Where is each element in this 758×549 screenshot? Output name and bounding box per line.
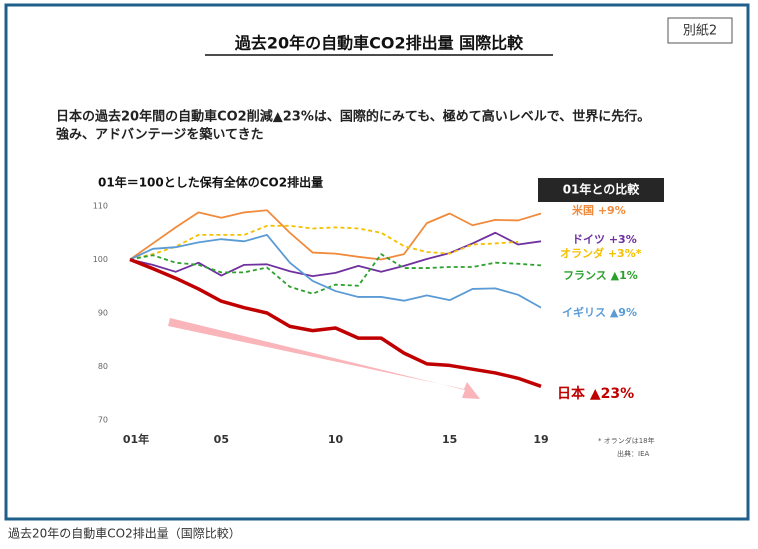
chart-title: 01年＝100とした保有全体のCO2排出量 bbox=[98, 175, 323, 190]
note: * オランダは18年 bbox=[598, 436, 655, 445]
series-label: ドイツ +3% bbox=[572, 233, 637, 246]
series-label: 米国 +9% bbox=[571, 203, 626, 217]
legend-title-box bbox=[538, 178, 664, 202]
caption: 過去20年の自動車CO2排出量（国際比較） bbox=[8, 526, 241, 541]
x-tick-label: 10 bbox=[328, 433, 344, 446]
y-tick-label: 80 bbox=[98, 362, 108, 371]
series-label: オランダ +3%* bbox=[560, 246, 642, 260]
slide-title: 過去20年の自動車CO2排出量 国際比較 bbox=[234, 34, 524, 53]
lead-text: 強み、アドバンテージを築いてきた bbox=[56, 127, 264, 143]
series-line bbox=[129, 209, 542, 261]
slide-frame bbox=[4, 3, 750, 521]
trend-arrow bbox=[168, 318, 480, 399]
x-tick-label: 05 bbox=[214, 433, 229, 446]
series-line bbox=[129, 233, 542, 309]
sheet-label: 別紙2 bbox=[683, 24, 717, 39]
series-label: 日本 ▲23% bbox=[557, 385, 634, 402]
legend-title: 01年との比較 bbox=[563, 182, 641, 197]
series-line bbox=[129, 231, 542, 277]
x-tick-label: 15 bbox=[442, 433, 457, 446]
series-label: フランス ▲1% bbox=[563, 269, 638, 282]
sheet-label-box bbox=[667, 17, 733, 44]
note: 出典：IEA bbox=[617, 449, 649, 458]
y-tick-label: 100 bbox=[93, 255, 108, 264]
x-tick-label: 01年 bbox=[123, 432, 149, 446]
x-tick-label: 19 bbox=[533, 433, 548, 446]
y-tick-label: 110 bbox=[93, 202, 108, 211]
series-line bbox=[129, 253, 542, 295]
y-tick-label: 70 bbox=[98, 416, 108, 425]
series-label: イギリス ▲9% bbox=[562, 305, 637, 319]
y-tick-label: 90 bbox=[98, 309, 108, 318]
series-line bbox=[129, 257, 542, 388]
lead-text: 日本の過去20年間の自動車CO2削減▲23%は、国際的にみても、極めて高いレベル… bbox=[56, 109, 650, 125]
